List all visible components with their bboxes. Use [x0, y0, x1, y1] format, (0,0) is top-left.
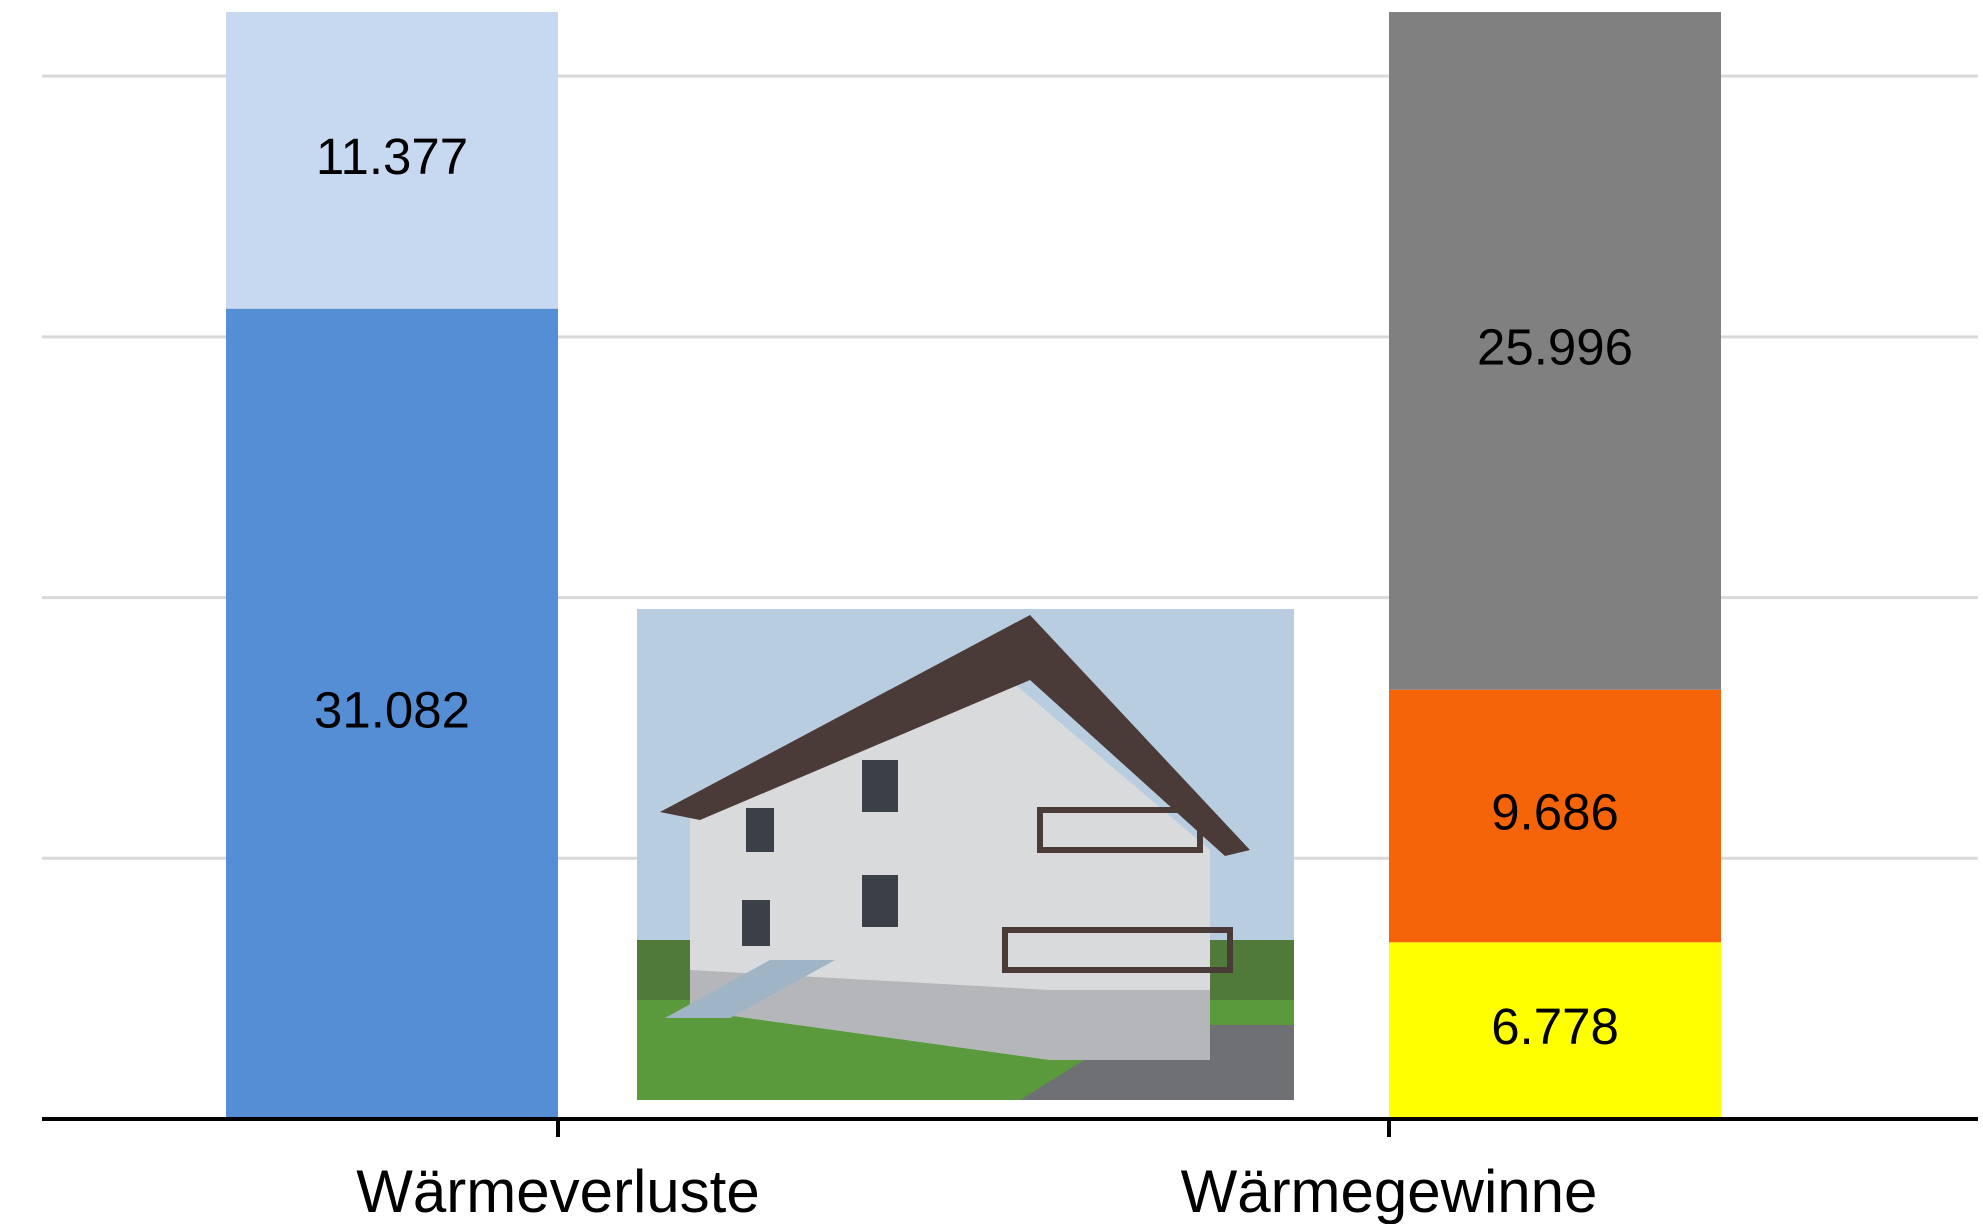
photo-balcony — [1037, 807, 1203, 853]
photo-roof — [660, 615, 1250, 856]
data-label: 25.996 — [1477, 318, 1633, 375]
bar-segment — [226, 308, 558, 1120]
bar-segment — [1389, 689, 1721, 943]
photo-window — [862, 760, 898, 812]
bar-segment — [1389, 12, 1721, 690]
photo-solar-panel — [665, 960, 835, 1018]
house-photo — [637, 609, 1294, 1100]
data-label: 31.082 — [314, 681, 470, 738]
photo-driveway — [1020, 1025, 1294, 1100]
photo-window — [746, 808, 774, 852]
x-tick-label: Wärmegewinne — [1181, 1158, 1598, 1224]
bar-segment — [1389, 942, 1721, 1119]
x-tick-label: Wärmeverluste — [356, 1158, 759, 1224]
data-label: 6.778 — [1491, 998, 1619, 1055]
photo-balcony — [1002, 927, 1233, 973]
bar-segment — [226, 12, 558, 309]
photo-base — [690, 970, 1210, 1060]
photo-window — [862, 875, 898, 927]
photo-window — [742, 900, 770, 946]
data-label: 9.686 — [1491, 784, 1619, 841]
data-label: 11.377 — [316, 128, 468, 185]
